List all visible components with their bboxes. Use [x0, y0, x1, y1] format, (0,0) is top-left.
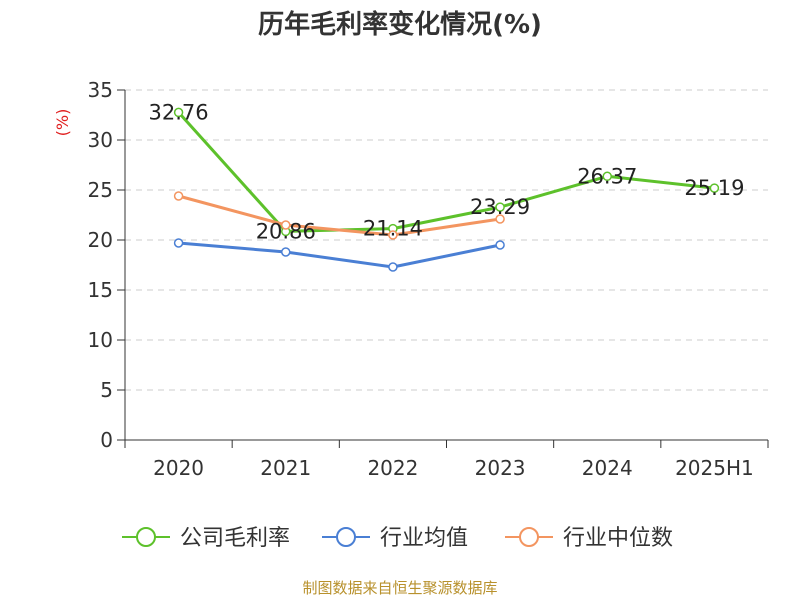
data-point [495, 240, 505, 250]
series-line-0 [177, 111, 715, 233]
legend-label-1: 行业均值 [380, 526, 468, 551]
legend-marker-1 [336, 527, 356, 547]
x-tick-label: 2023 [475, 456, 526, 480]
y-tick-label: 15 [88, 278, 113, 302]
x-tick-label: 2020 [153, 456, 204, 480]
y-axis-unit-label: (%) [53, 109, 72, 137]
x-tick-label: 2024 [582, 456, 633, 480]
legend-marker-0 [136, 527, 156, 547]
grid-lines [125, 89, 768, 391]
y-tick-label: 0 [100, 428, 113, 452]
chart-title: 历年毛利率变化情况(%) [258, 10, 542, 40]
data-label: 21.14 [363, 217, 423, 241]
data-label: 32.76 [149, 100, 209, 124]
data-point [281, 220, 291, 230]
y-tick-label: 30 [88, 128, 113, 152]
legend-marker-2 [519, 527, 539, 547]
series-lines [173, 107, 720, 272]
data-point [495, 214, 505, 224]
y-tick-label: 5 [100, 378, 113, 402]
y-tick-label: 25 [88, 178, 113, 202]
series-line-2 [178, 194, 501, 237]
data-point [173, 191, 184, 201]
legend-label-0: 公司毛利率 [180, 526, 290, 551]
data-point [602, 171, 612, 182]
data-point [388, 230, 398, 240]
x-tick-label: 2021 [260, 456, 311, 480]
data-point [709, 183, 720, 193]
x-tick-label: 2022 [367, 456, 418, 480]
data-label: 20.86 [256, 219, 316, 243]
data-point [281, 247, 291, 257]
data-label: 23.29 [470, 195, 530, 219]
y-tick-label: 10 [88, 328, 113, 352]
legend: 公司毛利率 行业均值 行业中位数 [122, 526, 673, 551]
data-point [173, 238, 184, 248]
y-tick-label: 20 [88, 228, 113, 252]
legend-label-2: 行业中位数 [563, 526, 673, 551]
data-point [495, 202, 505, 212]
data-point [388, 262, 398, 272]
data-label: 26.37 [577, 164, 637, 188]
data-labels: 32.76 20.86 21.14 23.29 26.37 25.19 [149, 100, 745, 243]
series-line-1 [178, 241, 501, 269]
y-tick-label: 35 [88, 78, 113, 102]
data-point [173, 107, 184, 118]
axes: 0 5 10 15 20 25 30 35 (%) 2020 2021 2022 2023 2024 202… [53, 78, 769, 480]
x-tick-label: 2025H1 [675, 456, 754, 480]
data-label: 25.19 [684, 176, 744, 200]
source-note: 制图数据来自恒生聚源数据库 [302, 579, 498, 597]
